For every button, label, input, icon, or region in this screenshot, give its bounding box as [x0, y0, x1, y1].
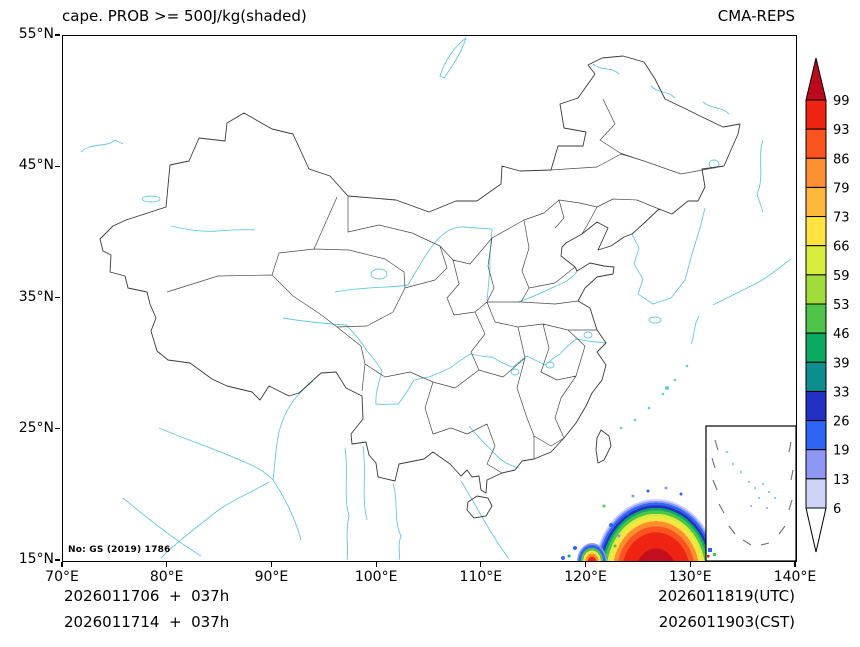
colorbar-tick-label: 73	[833, 211, 850, 226]
colorbar-tick-label: 13	[833, 473, 850, 488]
colorbar-band	[805, 274, 827, 305]
colorbar-over-arrow	[805, 57, 827, 101]
water-features	[80, 36, 792, 561]
x-tick-mark	[480, 562, 482, 567]
y-tick-mark	[55, 559, 60, 561]
x-tick-mark	[375, 562, 377, 567]
y-tick-mark	[55, 165, 60, 167]
x-tick-label: 90°E	[254, 569, 289, 585]
probability-shading	[561, 486, 718, 561]
colorbar-tick-label: 33	[833, 385, 850, 400]
map-watermark: No: GS (2019) 1786	[68, 545, 171, 555]
colorbar-band	[805, 157, 827, 188]
x-tick-label: 100°E	[354, 569, 398, 585]
colorbar-tick-label: 99	[833, 94, 850, 109]
y-tick-label: 55°N	[18, 26, 54, 42]
x-tick-mark	[584, 562, 587, 567]
x-tick-label: 110°E	[459, 569, 503, 585]
colorbar-tick-label: 39	[833, 356, 850, 371]
y-tick-label: 15°N	[18, 551, 54, 567]
colorbar: 99 93 86 79 73 66 59 53 46 39 33 26 19 13 6	[805, 57, 850, 553]
x-tick-mark	[270, 562, 273, 567]
nine-dash-line	[711, 439, 794, 546]
inset-shading-specks	[707, 548, 716, 558]
probability-speckles	[561, 486, 683, 560]
footer-valid-cst: 2026011903(CST)	[658, 613, 795, 631]
x-tick-mark	[794, 562, 796, 567]
china-national-boundary	[99, 55, 741, 494]
map-svg	[80, 36, 796, 561]
footer-init-utc: 2026011706 + 037h	[64, 587, 230, 605]
islands-outline	[466, 429, 612, 519]
colorbar-tick-label: 19	[833, 444, 850, 459]
x-tick-label: 70°E	[45, 569, 79, 585]
colorbar-tick-label: 59	[833, 269, 850, 284]
figure-title: cape. PROB >= 500J/kg(shaded)	[62, 7, 307, 25]
colorbar-band	[805, 361, 827, 392]
colorbar-tick-label: 53	[833, 298, 850, 313]
colorbar-band	[805, 128, 827, 159]
model-name: CMA-REPS	[717, 7, 795, 25]
colorbar-band	[805, 420, 827, 451]
map-plot: No: GS (2019) 1786	[62, 35, 797, 562]
x-tick-mark	[61, 562, 63, 567]
colorbar-band	[805, 216, 827, 247]
colorbar-tick-label: 66	[833, 240, 850, 255]
colorbar-tick-label: 46	[833, 327, 850, 342]
south-china-sea-inset	[705, 425, 796, 561]
colorbar-tick-label: 86	[833, 152, 850, 167]
inset-islands	[726, 451, 776, 509]
colorbar-band	[805, 390, 827, 422]
colorbar-tick-label: 26	[833, 415, 850, 430]
x-tick-label: 140°E	[773, 569, 817, 585]
colorbar-band	[805, 245, 827, 276]
x-tick-label: 80°E	[149, 569, 184, 585]
x-tick-mark	[689, 562, 691, 567]
y-tick-mark	[55, 428, 60, 430]
y-tick-label: 25°N	[18, 419, 54, 436]
y-tick-label: 35°N	[18, 288, 54, 305]
colorbar-band	[805, 186, 827, 218]
province-boundaries	[166, 98, 725, 474]
x-tick-label: 120°E	[564, 569, 607, 585]
colorbar-band	[805, 449, 827, 480]
colorbar-band	[805, 303, 827, 334]
colorbar-under-arrow	[805, 507, 827, 553]
y-tick-label: 45°N	[18, 157, 54, 174]
y-tick-mark	[55, 296, 60, 299]
colorbar-band	[805, 332, 827, 363]
footer-valid-utc: 2026011819(UTC)	[658, 587, 795, 605]
y-tick-mark	[55, 34, 60, 36]
x-tick-mark	[166, 562, 168, 567]
footer-init-cst: 2026011714 + 037h	[64, 613, 230, 631]
colorbar-tick-label: 93	[833, 123, 850, 138]
x-tick-label: 130°E	[668, 569, 712, 585]
colorbar-band	[805, 478, 827, 509]
colorbar-tick-label: 6	[833, 502, 841, 517]
colorbar-band	[805, 99, 827, 130]
island-dots	[619, 364, 689, 430]
colorbar-tick-label: 79	[833, 181, 850, 196]
